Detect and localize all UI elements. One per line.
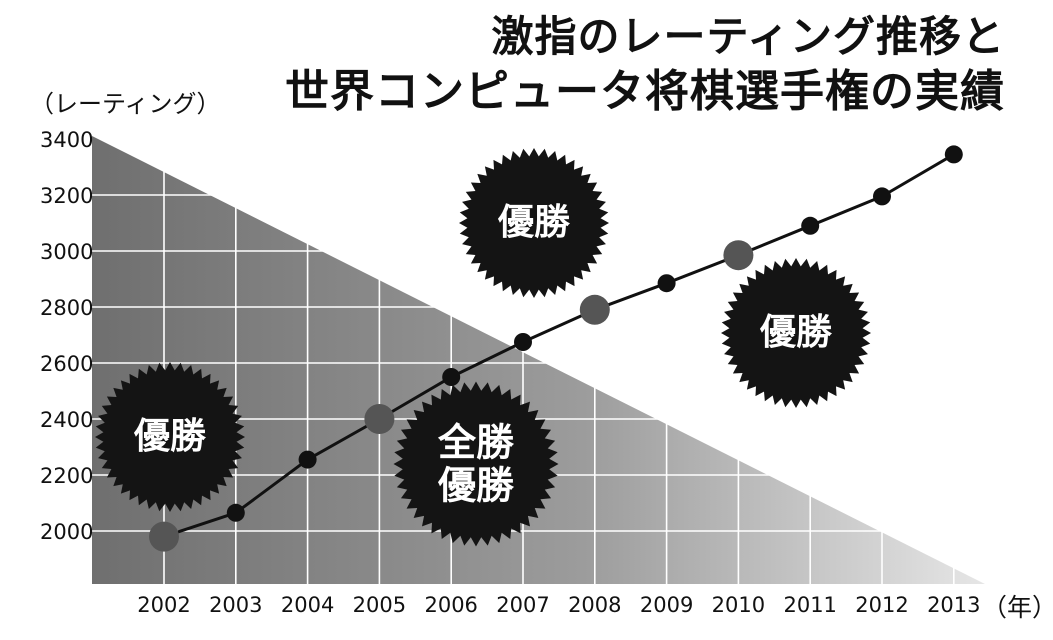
data-point	[801, 216, 820, 235]
chart-title-line-1: 激指のレーティング推移と	[491, 12, 1005, 61]
badge-text-line: 優勝	[437, 463, 514, 507]
badge-text-line: 優勝	[133, 415, 206, 457]
x-tick-label: 2012	[855, 593, 908, 617]
badge-text: 優勝	[459, 148, 609, 298]
gradient-triangle-background	[92, 136, 985, 584]
x-tick-label: 2011	[783, 593, 836, 617]
starburst-icon	[459, 148, 609, 298]
x-tick-label: 2008	[568, 593, 621, 617]
y-tick-label: 2400	[40, 408, 93, 432]
rating-line	[163, 153, 955, 539]
badge-text: 優勝	[95, 362, 245, 512]
data-point	[298, 450, 317, 469]
data-point	[944, 145, 963, 164]
chart-title-line-2: 世界コンピュータ将棋選手権の実績	[285, 66, 1005, 117]
y-tick-label: 2000	[40, 520, 93, 544]
starburst-icon	[95, 362, 245, 512]
x-tick-label: 2007	[496, 593, 549, 617]
badge-2005: 全勝 優勝	[393, 381, 559, 547]
starburst-icon	[393, 381, 559, 547]
y-tick-label: 3000	[40, 240, 93, 264]
data-point	[657, 274, 676, 293]
y-axis-label: （レーティング）	[30, 90, 221, 118]
x-tick-label: 2004	[281, 593, 334, 617]
badge-2008: 優勝	[459, 148, 609, 298]
x-tick-label: 2005	[353, 593, 406, 617]
x-tick-label: 2009	[640, 593, 693, 617]
data-point	[873, 187, 891, 206]
badge-2002: 優勝	[95, 362, 245, 512]
x-tick-label: 2013	[927, 593, 980, 617]
data-point	[442, 368, 461, 386]
series-points	[149, 145, 963, 552]
badge-text-line: 優勝	[497, 201, 570, 243]
data-point	[226, 503, 245, 522]
y-tick-label: 2200	[40, 464, 93, 488]
data-point-highlighted	[723, 240, 754, 271]
x-tick-label: 2002	[137, 593, 190, 617]
x-tick-label: 2010	[712, 593, 765, 617]
data-point-highlighted	[579, 294, 610, 325]
data-point-highlighted	[149, 521, 179, 552]
data-point	[514, 333, 532, 351]
badge-text-line: 優勝	[759, 311, 832, 353]
x-tick-label: 2006	[424, 593, 477, 617]
badge-2010: 優勝	[721, 258, 871, 408]
badge-text: 優勝	[721, 258, 871, 408]
data-point-highlighted	[364, 404, 395, 434]
y-tick-label: 2800	[40, 296, 93, 320]
starburst-icon	[721, 258, 871, 408]
y-tick-label: 2600	[40, 352, 93, 376]
axis-ticks: 2000 2200 2400 2600 2800 3000 3200 3400 2002 2003…	[40, 128, 981, 617]
x-tick-label: 2003	[209, 593, 262, 617]
series-line	[163, 153, 955, 539]
y-tick-label: 3400	[40, 128, 93, 152]
y-tick-label: 3200	[40, 184, 93, 208]
badge-text: 全勝 優勝	[394, 382, 559, 547]
badge-text-line: 全勝	[437, 420, 514, 465]
x-axis-unit-label: （年）	[982, 593, 1053, 622]
